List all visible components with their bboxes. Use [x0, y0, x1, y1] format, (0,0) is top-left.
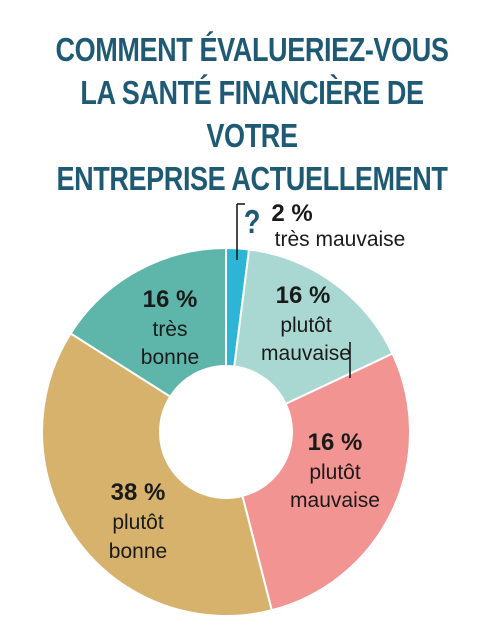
- slice-category-label: plutôt: [309, 461, 361, 484]
- slice-category-label: plutôt: [112, 511, 164, 534]
- donut-slice-1: [233, 248, 394, 406]
- slice-pct-label: 16 %: [308, 429, 363, 456]
- slice-category-label: mauvaise: [290, 489, 380, 512]
- slice-category-label: très: [152, 318, 187, 341]
- donut-slice-3: [41, 332, 273, 617]
- slice-labels: 2 % très mauvaise 16 % plutôt mauvaise 1…: [109, 200, 406, 563]
- title-line-3: ENTREPRISE ACTUELLEMENT ?: [56, 160, 448, 240]
- title-line-2: LA SANTÉ FINANCIÈRE DE VOTRE: [80, 74, 424, 154]
- donut-slice-2: [241, 352, 411, 612]
- slice-pct-label: 16 %: [143, 286, 198, 313]
- slice-category-label: bonne: [109, 540, 167, 563]
- slice-pct-label: 16 %: [276, 282, 331, 309]
- slice-pct-label: 2 %: [271, 200, 312, 227]
- slice-category-label: bonne: [141, 346, 199, 369]
- slice-category-label: mauvaise: [261, 342, 351, 365]
- donut-slice-4: [69, 246, 227, 399]
- slice-category-label: très mauvaise: [275, 228, 406, 251]
- chart-title: COMMENT ÉVALUERIEZ-VOUS LA SANTÉ FINANCI…: [45, 28, 458, 243]
- donut-slices: [41, 246, 411, 617]
- slice-category-label: plutôt: [280, 314, 332, 337]
- title-line-1: COMMENT ÉVALUERIEZ-VOUS: [55, 31, 449, 68]
- slice-pct-label: 38 %: [111, 479, 166, 506]
